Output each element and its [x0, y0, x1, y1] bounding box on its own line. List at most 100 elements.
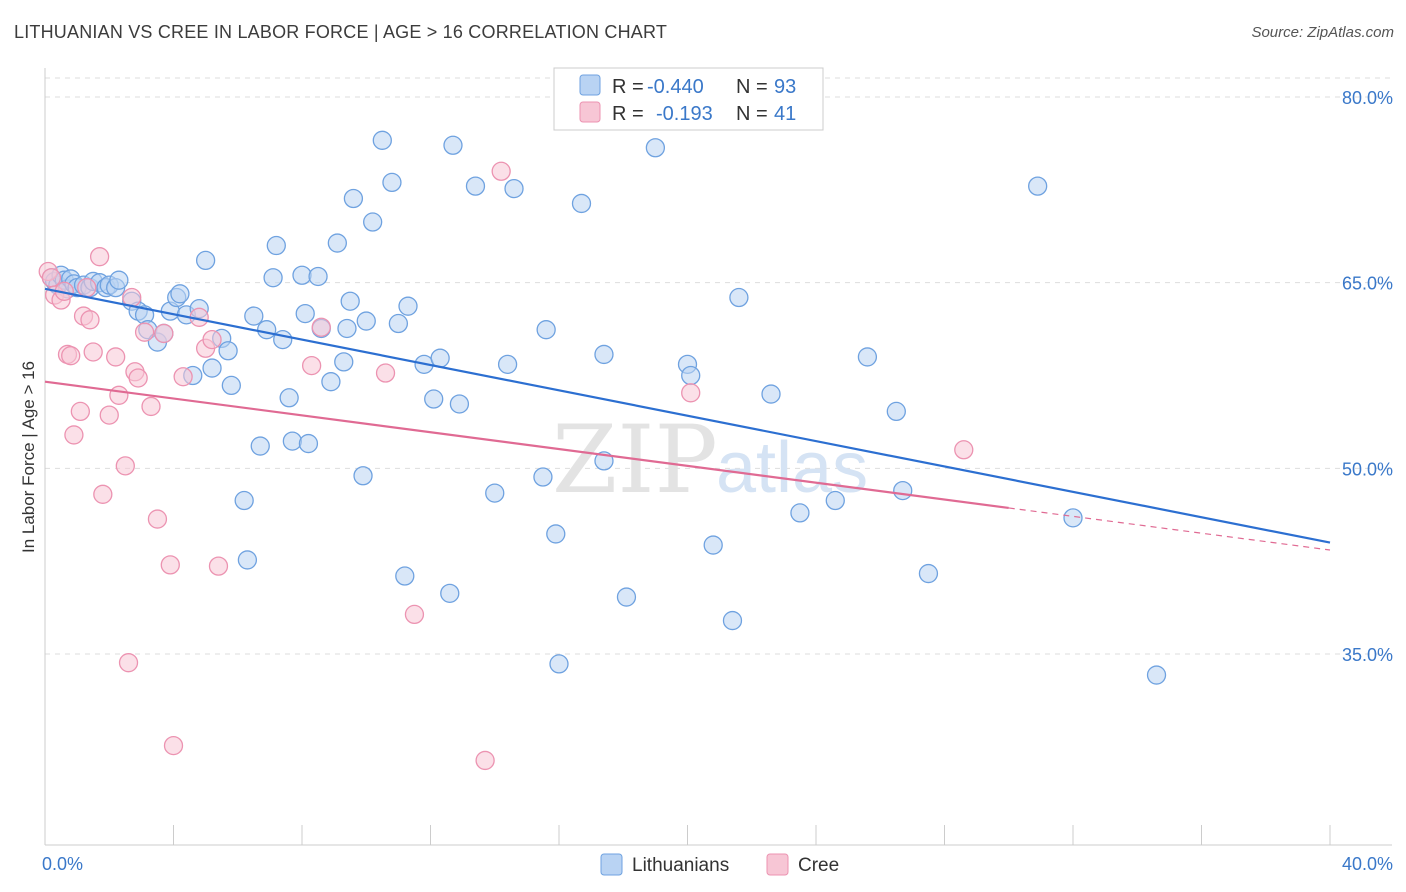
point-cree-37	[404, 604, 425, 625]
series-cree	[38, 161, 974, 771]
point-lithuanians-33	[221, 375, 241, 396]
legend-r-value-lithuanians: -0.440	[647, 76, 704, 98]
trend-lines	[44, 287, 1331, 551]
y-tick-label-0: 80.0%	[1342, 88, 1393, 108]
point-lithuanians-54	[343, 188, 364, 209]
point-cree-27	[160, 555, 180, 575]
point-cree-11	[80, 310, 100, 330]
point-cree-29	[173, 367, 193, 387]
point-lithuanians-44	[292, 265, 312, 285]
point-lithuanians-71	[485, 483, 505, 503]
point-lithuanians-35	[237, 550, 258, 570]
point-lithuanians-62	[398, 296, 418, 316]
watermark-atlas: atlas	[716, 428, 868, 508]
axes	[44, 68, 1392, 846]
x-tick-label-0: 0.0%	[42, 854, 83, 874]
point-cree-33	[208, 556, 229, 576]
legend-swatch-cree	[579, 101, 601, 123]
point-lithuanians-70	[497, 354, 518, 375]
point-cree-40	[681, 383, 701, 403]
point-lithuanians-39	[263, 268, 283, 288]
trend-line-lithuanians	[44, 287, 1331, 544]
point-cree-12	[83, 342, 103, 362]
point-cree-7	[64, 425, 84, 445]
legend-r-value-cree: -0.193	[656, 103, 713, 125]
point-lithuanians-94	[1028, 176, 1048, 196]
legend-r-label-lithuanians: R =	[612, 76, 644, 98]
point-lithuanians-61	[395, 566, 415, 586]
point-cree-6	[61, 346, 81, 366]
point-cree-8	[70, 401, 90, 422]
trend-line-cree-extension	[1008, 507, 1331, 551]
point-lithuanians-36	[244, 306, 264, 326]
point-cree-10	[77, 277, 97, 298]
point-lithuanians-86	[729, 287, 749, 308]
point-lithuanians-43	[282, 431, 303, 451]
trend-line-cree	[44, 380, 1009, 510]
point-cree-17	[109, 385, 129, 405]
point-lithuanians-67	[443, 135, 463, 155]
point-cree-16	[106, 347, 126, 367]
point-cree-36	[375, 363, 396, 383]
point-cree-18	[115, 456, 135, 476]
y-axis-label: In Labor Force | Age > 16	[19, 361, 38, 553]
bottom-legend-label-lithuanians: Lithuanians	[632, 855, 729, 876]
point-lithuanians-95	[1063, 508, 1083, 528]
point-cree-23	[134, 322, 155, 342]
legend-n-label-cree: N =	[736, 103, 768, 125]
point-lithuanians-29	[195, 250, 216, 271]
point-lithuanians-51	[334, 352, 354, 372]
point-lithuanians-69	[465, 176, 486, 196]
point-lithuanians-57	[363, 212, 383, 232]
chart-title: LITHUANIAN VS CREE IN LABOR FORCE | AGE …	[14, 22, 668, 42]
point-lithuanians-55	[353, 466, 373, 486]
point-lithuanians-25	[170, 284, 190, 304]
point-lithuanians-80	[616, 587, 637, 607]
point-lithuanians-16	[109, 270, 129, 290]
point-lithuanians-60	[388, 313, 409, 334]
source-credit: Source: ZipAtlas.com	[1251, 24, 1394, 41]
y-tick-label-1: 65.0%	[1342, 274, 1393, 294]
point-lithuanians-46	[298, 433, 319, 454]
legend-n-value-cree: 41	[774, 103, 796, 125]
point-lithuanians-49	[321, 372, 341, 392]
point-lithuanians-52	[337, 318, 357, 339]
point-lithuanians-89	[825, 490, 845, 511]
point-lithuanians-65	[430, 348, 450, 368]
point-lithuanians-66	[440, 583, 460, 603]
point-lithuanians-56	[356, 311, 376, 331]
point-cree-14	[93, 484, 113, 504]
point-cree-15	[99, 405, 119, 425]
y-tick-label-3: 35.0%	[1342, 645, 1393, 665]
point-cree-1	[41, 268, 62, 288]
bottom-legend-swatch-cree	[766, 853, 789, 876]
legend-swatch-lithuanians	[579, 74, 601, 96]
point-lithuanians-58	[372, 130, 392, 150]
bottom-legend-swatch-lithuanians	[600, 853, 623, 876]
point-cree-41	[954, 440, 974, 460]
point-cree-34	[301, 355, 322, 376]
point-lithuanians-91	[886, 401, 906, 422]
point-lithuanians-81	[645, 138, 666, 158]
point-cree-22	[128, 368, 148, 388]
point-lithuanians-64	[424, 389, 444, 409]
point-cree-26	[154, 323, 174, 344]
y-tick-label-2: 50.0%	[1342, 459, 1393, 479]
point-cree-32	[202, 329, 222, 350]
point-lithuanians-32	[218, 341, 238, 361]
point-cree-38	[475, 750, 495, 771]
point-cree-35	[311, 317, 331, 337]
point-lithuanians-45	[295, 303, 315, 324]
series-lithuanians	[41, 130, 1167, 685]
legend-r-label-cree: R =	[612, 103, 644, 125]
point-lithuanians-37	[250, 436, 270, 456]
point-lithuanians-77	[571, 193, 592, 214]
point-cree-39	[491, 161, 511, 181]
point-lithuanians-38	[257, 320, 277, 340]
point-cree-24	[141, 396, 161, 417]
point-lithuanians-87	[761, 384, 781, 404]
legend-n-label-lithuanians: N =	[736, 76, 768, 98]
point-lithuanians-85	[722, 610, 743, 631]
point-lithuanians-72	[504, 178, 524, 199]
